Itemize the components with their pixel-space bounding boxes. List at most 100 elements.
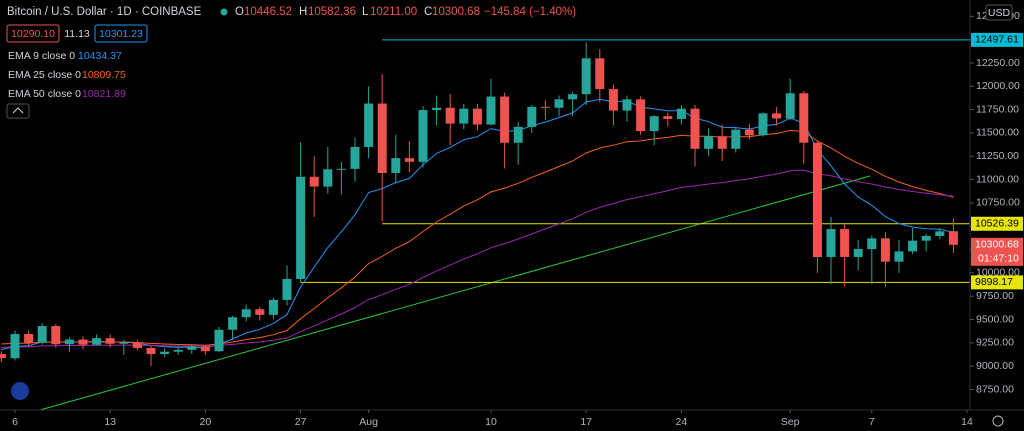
last-price-badge: [971, 237, 1023, 266]
currency: USD: [988, 7, 1011, 19]
h-value: 10582.36: [308, 6, 356, 18]
marks: [0, 39, 970, 367]
chevron-icon: [12, 107, 24, 114]
ema-line: [1, 98, 954, 351]
candle-body: [51, 326, 61, 345]
candle-body: [500, 96, 510, 143]
candle-body: [241, 309, 251, 318]
x-tick-label: 27: [295, 416, 307, 428]
candle-body: [146, 347, 156, 355]
candle-body: [799, 93, 809, 143]
y-tick-label: 9500.00: [976, 313, 1014, 325]
candle-body: [404, 158, 414, 162]
sell-button[interactable]: [6, 24, 60, 43]
settings-icon[interactable]: [992, 415, 1004, 427]
candle-body: [772, 113, 782, 119]
status-dot: [220, 8, 228, 16]
candle-body: [336, 168, 346, 170]
sell-price: 10290.10: [11, 28, 55, 40]
candle-body: [255, 309, 265, 315]
candle-body: [880, 238, 890, 262]
legend-value: 10809.75: [82, 69, 126, 81]
candle-body: [513, 126, 523, 143]
y-tick-label: 10750.00: [976, 197, 1020, 209]
candle-body: [92, 338, 102, 345]
buy-button[interactable]: [94, 24, 148, 43]
o-label: O: [235, 6, 244, 18]
candle-body: [228, 317, 238, 330]
y-tick-label: 11750.00: [976, 103, 1019, 115]
candle-body: [391, 158, 401, 174]
candle-body: [64, 339, 74, 345]
candle-body: [867, 238, 877, 250]
candle-body: [676, 108, 686, 119]
level-label: 12497.61: [975, 34, 1019, 46]
change: −145.84 (−1.40%): [484, 6, 576, 18]
candle-body: [704, 136, 714, 149]
candle-body: [296, 176, 306, 279]
candle-body: [200, 346, 210, 352]
candle-body: [935, 231, 945, 237]
candle-body: [554, 99, 564, 108]
candle-body: [132, 342, 142, 348]
buy-price: 10301.23: [99, 28, 143, 40]
l-value: 10211.00: [370, 6, 417, 18]
h-label: H: [299, 6, 307, 18]
candle-body: [595, 58, 605, 90]
x-tick-label: Sep: [781, 416, 800, 428]
candle-body: [10, 333, 20, 359]
candle-body: [731, 129, 741, 149]
candle-body: [486, 96, 496, 125]
level-badge: [971, 275, 1023, 290]
header: Bitcoin / U.S. Dollar · 1D · COINBASE O …: [6, 6, 576, 119]
candle-body: [323, 169, 333, 187]
y-tick-label: 12000.00: [976, 80, 1020, 92]
collapse-button[interactable]: [6, 103, 30, 119]
candle-body: [0, 354, 6, 359]
candle-body: [853, 249, 863, 258]
candle-body: [717, 136, 727, 149]
legend-label: EMA 50 close 0: [8, 88, 81, 100]
candle-body: [377, 103, 387, 174]
candle-body: [472, 108, 482, 125]
candle-body: [581, 58, 591, 95]
y-tick-label: 11500.00: [976, 127, 1019, 139]
x-tick-label: 17: [580, 416, 592, 428]
candle-body: [78, 339, 88, 345]
currency-box[interactable]: [985, 4, 1013, 21]
trend-line: [39, 175, 871, 411]
candle-body: [785, 93, 795, 119]
candle-body: [608, 89, 618, 111]
candle-body: [840, 229, 850, 258]
candle-body: [758, 113, 768, 136]
o-value: 10446.52: [244, 6, 292, 18]
candle-body: [418, 110, 428, 162]
legend-value: 10434.37: [78, 50, 122, 62]
level-label: 10526.39: [975, 218, 1019, 230]
legend: EMA 9 close 0 10434.37 EMA 25 close 0 10809…: [8, 50, 126, 100]
y-tick-label: 11000.00: [976, 173, 1019, 185]
candle-body: [690, 108, 700, 149]
legend-value: 10821.89: [82, 88, 126, 100]
candle-body: [663, 116, 673, 119]
level-badge: [971, 32, 1023, 47]
l-label: L: [362, 6, 369, 18]
ema-line: [1, 129, 954, 346]
candle-body: [432, 107, 442, 111]
x-tick-label: 7: [869, 416, 875, 428]
candle-body: [364, 103, 374, 147]
candle-body: [812, 142, 822, 258]
candle-body: [24, 333, 34, 343]
candle-body: [37, 326, 47, 343]
y-tick-label: 8750.00: [976, 383, 1014, 395]
symbol-title: Bitcoin / U.S. Dollar · 1D · COINBASE: [7, 6, 202, 18]
x-tick-label: 20: [200, 416, 212, 428]
legend-label: EMA 9 close 0: [8, 50, 75, 62]
candle-body: [636, 99, 646, 132]
ema-line: [1, 169, 954, 348]
x-tick-label: 14: [961, 416, 973, 428]
candle-body: [527, 106, 537, 127]
candle-body: [622, 99, 632, 111]
level-label: 9898.17: [975, 276, 1013, 288]
